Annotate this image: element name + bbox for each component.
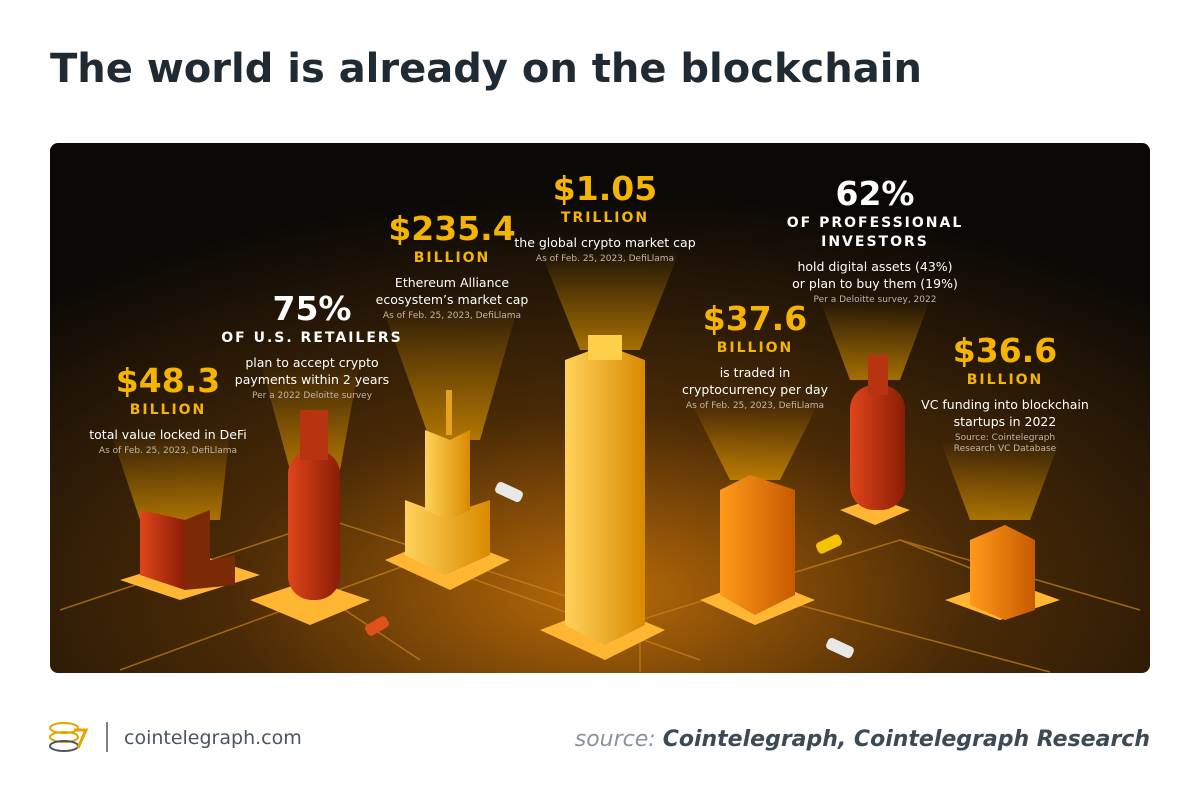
stat-description: hold digital assets (43%) — [797, 259, 952, 274]
stat-source: As of Feb. 25, 2023, DefiLlama — [99, 446, 237, 456]
stat-source: As of Feb. 25, 2023, DefiLlama — [686, 401, 824, 411]
stat-unit: TRILLION — [561, 210, 649, 226]
stat-source: Source: Cointelegraph — [955, 433, 1055, 443]
stat-description: or plan to buy them (19%) — [792, 276, 958, 291]
source-text: Cointelegraph, Cointelegraph Research — [663, 727, 1150, 752]
stat-source: Per a Deloitte survey, 2022 — [814, 295, 937, 305]
stat-description: plan to accept crypto — [245, 355, 378, 370]
stat-description: ecosystem’s market cap — [376, 292, 529, 307]
stat-description: payments within 2 years — [235, 372, 389, 387]
stat-unit: BILLION — [414, 250, 491, 266]
stat-unit: BILLION — [967, 372, 1044, 388]
stat-unit: BILLION — [130, 402, 207, 418]
site-name: cointelegraph.com — [124, 727, 302, 749]
stat-unit: OF U.S. RETAILERS — [221, 330, 403, 346]
stat-description: is traded in — [720, 365, 791, 380]
stat-value: $37.6 — [703, 299, 807, 338]
stat-value: $36.6 — [953, 331, 1057, 370]
stat-value: 62% — [836, 174, 915, 213]
stat-description: total value locked in DeFi — [89, 427, 247, 442]
stat-value: $48.3 — [116, 361, 220, 400]
stat-description: Ethereum Alliance — [395, 275, 509, 290]
stat-description: startups in 2022 — [954, 414, 1057, 429]
stat-source: Per a 2022 Deloitte survey — [252, 391, 373, 401]
source-label: source: — [575, 727, 656, 752]
buildings — [120, 335, 1060, 660]
logo — [49, 722, 89, 752]
stat-unit: OF PROFESSIONAL — [787, 215, 964, 231]
stats: $48.3 BILLION total value locked in DeFi As… — [89, 169, 1089, 456]
stat-value: $1.05 — [553, 169, 657, 208]
stat-unit: INVESTORS — [821, 234, 929, 250]
stat-source: As of Feb. 25, 2023, DefiLlama — [536, 254, 674, 264]
cars — [365, 481, 854, 659]
stat-source: Research VC Database — [954, 444, 1057, 454]
stat-unit: BILLION — [717, 340, 794, 356]
page-title: The world is already on the blockchain — [50, 46, 922, 92]
light-beams — [110, 250, 1060, 520]
stat-value: $235.4 — [388, 209, 515, 248]
source-note: source: Cointelegraph, Cointelegraph Res… — [575, 727, 1150, 752]
stat-description: VC funding into blockchain — [921, 397, 1089, 412]
stat-description: cryptocurrency per day — [682, 382, 829, 397]
stat-value: 75% — [273, 289, 352, 328]
stat-source: As of Feb. 25, 2023, DefiLlama — [383, 311, 521, 321]
stat-description: the global crypto market cap — [514, 235, 695, 250]
